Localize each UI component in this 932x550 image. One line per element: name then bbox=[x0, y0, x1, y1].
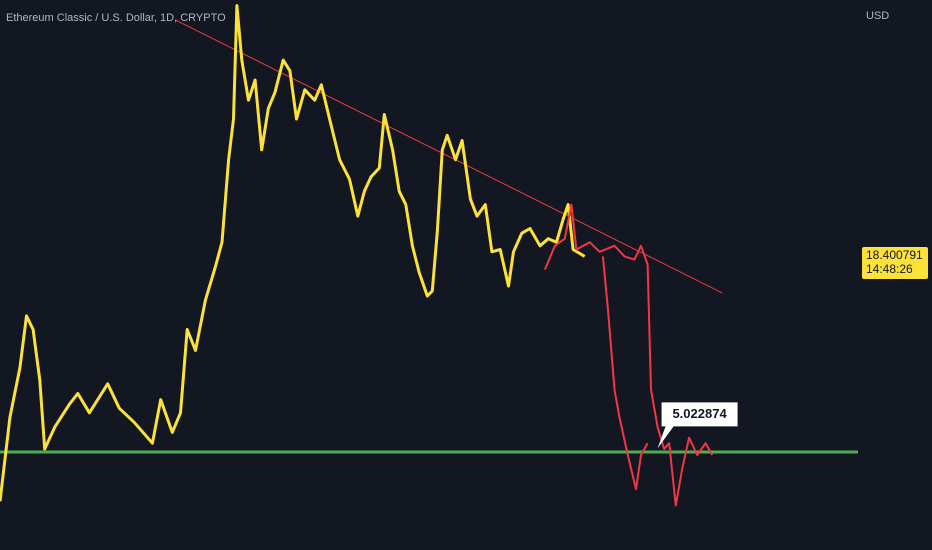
chart-title: Ethereum Classic / U.S. Dollar, 1D, CRYP… bbox=[6, 12, 226, 24]
price-line bbox=[543, 203, 714, 507]
price-line bbox=[601, 256, 649, 491]
last-price-tag bbox=[862, 247, 928, 280]
callout-box bbox=[657, 402, 738, 449]
last-price-label: 18.400791 bbox=[866, 248, 923, 262]
y-axis-label: USD bbox=[866, 10, 889, 22]
countdown-label: 14:48:26 bbox=[866, 262, 913, 276]
trend-line bbox=[175, 19, 723, 294]
callout-label: 5.022874 bbox=[672, 406, 727, 421]
time-axis-panel bbox=[0, 520, 932, 550]
price-line bbox=[0, 4, 586, 502]
